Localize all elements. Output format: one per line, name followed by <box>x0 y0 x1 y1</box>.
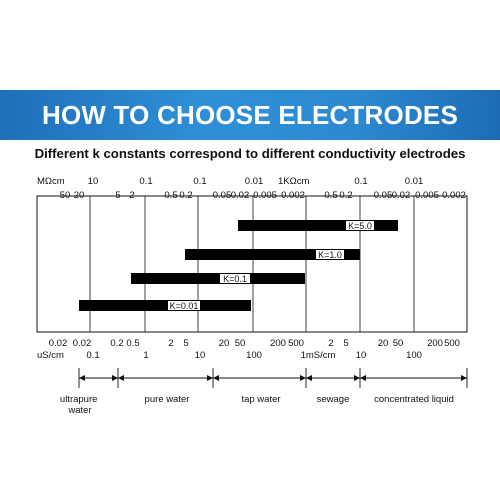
water-type-tap: tap water <box>241 394 280 405</box>
top-tick-label: 0.005 <box>415 190 439 201</box>
bottom-tick-label: 0.2 <box>110 338 123 349</box>
bottom-tick-label: 20 <box>378 338 389 349</box>
water-type-ultrapure: ultrapure water <box>60 394 100 416</box>
electrode-bars: K=5.0 K=1.0 K=0.1 K=0.01 <box>79 220 398 311</box>
water-type-ultrapure-line2: water <box>67 405 91 416</box>
banner-title: HOW TO CHOOSE ELECTRODES <box>41 100 458 130</box>
top-tick-label: 0.1 <box>139 176 152 187</box>
bottom-tick-label: 200 <box>427 338 443 349</box>
water-type-concentrated: concentrated liquid <box>374 394 454 405</box>
bottom-tick-label: 2 <box>328 338 333 349</box>
top-tick-label: 0.1 <box>354 176 367 187</box>
bar-label-k-0-1: K=0.1 <box>223 274 247 284</box>
top-tick-label: 0.002 <box>281 190 305 201</box>
top-axis-row1: 10 0.1 0.1 0.01 0.1 0.01 <box>88 176 424 187</box>
bottom-tick-label: 50 <box>235 338 246 349</box>
bottom-tick-label: 1mS/cm <box>301 350 336 361</box>
top-tick-label: 10 <box>88 176 99 187</box>
top-tick-label: 0.005 <box>253 190 277 201</box>
range-arrowheads <box>79 375 467 381</box>
bottom-tick-label: 5 <box>183 338 188 349</box>
top-tick-label: 20 <box>74 190 85 201</box>
bottom-tick-label: 0.02 <box>73 338 92 349</box>
top-tick-label: 0.02 <box>231 190 250 201</box>
top-tick-label: 0.2 <box>339 190 352 201</box>
bar-k-1 <box>185 249 360 260</box>
top-tick-label: 0.002 <box>442 190 466 201</box>
bottom-tick-label: 200 <box>270 338 286 349</box>
water-type-sewage: sewage <box>317 394 350 405</box>
top-tick-label: 0.02 <box>392 190 411 201</box>
top-tick-label: 2 <box>129 190 134 201</box>
bottom-axis-row1: 0.02 0.02 0.2 0.5 2 5 20 50 200 500 2 5 … <box>49 338 460 349</box>
bar-label-box <box>346 221 374 230</box>
water-type-labels: ultrapure water pure water tap water sew… <box>60 394 454 416</box>
bottom-tick-label: 10 <box>356 350 367 361</box>
top-unit-mohm: MΩcm <box>37 176 65 187</box>
arrowhead <box>118 375 124 381</box>
top-tick-label: 0.5 <box>324 190 337 201</box>
top-tick-label: 0.2 <box>179 190 192 201</box>
bottom-tick-label: 500 <box>288 338 304 349</box>
bottom-tick-label: 100 <box>406 350 422 361</box>
bar-label-box <box>316 250 344 259</box>
bottom-tick-label: 5 <box>343 338 348 349</box>
bar-label-k-5: K=5.0 <box>348 221 372 231</box>
grid-lines <box>89 196 415 332</box>
arrowhead <box>112 375 118 381</box>
top-tick-label: 5 <box>115 190 120 201</box>
bottom-tick-label: 50 <box>393 338 404 349</box>
chart-frame <box>36 195 468 333</box>
arrowhead <box>300 375 306 381</box>
top-tick-label: 0.01 <box>405 176 424 187</box>
bottom-tick-label: 500 <box>444 338 460 349</box>
top-axis-row2: 50 20 5 2 0.5 0.2 0.05 0.02 0.005 0.002 … <box>60 190 466 201</box>
bottom-unit-uscm: uS/cm <box>37 350 64 361</box>
bottom-tick-label: 1 <box>143 350 148 361</box>
subtitle: Different k constants correspond to diff… <box>34 146 466 161</box>
bar-k-0-01 <box>79 300 251 311</box>
arrowhead <box>461 375 467 381</box>
arrowhead <box>79 375 85 381</box>
arrowhead <box>213 375 219 381</box>
bar-k-5 <box>238 220 398 231</box>
bottom-tick-label: 2 <box>168 338 173 349</box>
bar-label-k-0-01: K=0.01 <box>170 301 199 311</box>
bottom-tick-label: 0.1 <box>86 350 99 361</box>
bottom-tick-label: 0.5 <box>126 338 139 349</box>
bar-k-0-1 <box>131 273 305 284</box>
arrowhead <box>360 375 366 381</box>
top-unit-kohm: 1KΩcm <box>278 176 309 187</box>
top-tick-label: 0.01 <box>245 176 264 187</box>
bar-label-box <box>220 274 250 283</box>
water-type-ultrapure-line1: ultrapure <box>60 394 98 405</box>
bar-label-k-1: K=1.0 <box>318 250 342 260</box>
bottom-tick-label: 0.02 <box>49 338 68 349</box>
top-tick-label: 0.5 <box>164 190 177 201</box>
bottom-axis-row2: 0.1 1 10 100 1mS/cm 10 100 <box>86 350 422 361</box>
water-range-arrows <box>78 368 468 388</box>
top-tick-label: 0.05 <box>374 190 393 201</box>
top-tick-label: 0.1 <box>193 176 206 187</box>
title-banner: HOW TO CHOOSE ELECTRODES <box>0 90 500 140</box>
top-tick-label: 50 <box>60 190 71 201</box>
bottom-tick-label: 20 <box>219 338 230 349</box>
arrowhead <box>354 375 360 381</box>
arrowhead <box>306 375 312 381</box>
bar-label-box <box>168 301 200 310</box>
bottom-tick-label: 10 <box>195 350 206 361</box>
bottom-tick-label: 100 <box>246 350 262 361</box>
water-type-pure: pure water <box>145 394 190 405</box>
arrowhead <box>207 375 213 381</box>
top-tick-label: 0.05 <box>213 190 232 201</box>
